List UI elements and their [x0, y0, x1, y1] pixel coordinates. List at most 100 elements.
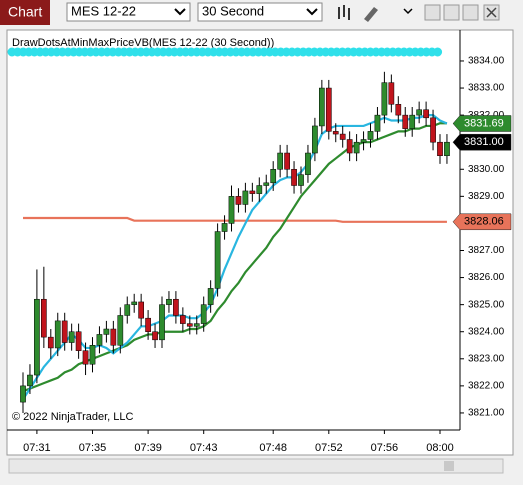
candle-body — [68, 331, 75, 343]
candle-body — [89, 345, 96, 365]
candle-body — [27, 374, 33, 387]
y-tick-label: 3829.00 — [468, 191, 505, 202]
price-marker-label: 3831.69 — [464, 117, 504, 129]
candle-body — [124, 304, 131, 316]
candle-body — [173, 298, 179, 316]
candle-body — [291, 169, 297, 186]
window-title: Chart — [8, 4, 42, 20]
candle-body — [228, 196, 235, 224]
candle-body — [430, 117, 436, 143]
y-tick-label: 3824.00 — [468, 326, 505, 337]
candle-body — [96, 334, 103, 346]
x-tick-label: 07:43 — [190, 442, 218, 454]
x-tick-label: 07:31 — [23, 442, 51, 454]
candle-body — [221, 223, 228, 232]
interval-select[interactable] — [197, 2, 323, 22]
candle-body — [242, 190, 249, 205]
candle-body — [41, 298, 47, 338]
candle-body — [34, 298, 40, 376]
copyright: © 2022 NinjaTrader, LLC — [12, 411, 133, 423]
candle-body — [325, 87, 332, 132]
scrollbar[interactable] — [8, 458, 504, 474]
bars-icon[interactable] — [338, 5, 350, 20]
x-tick-label: 07:39 — [134, 442, 162, 454]
y-tick-label: 3822.00 — [468, 381, 505, 392]
minimize-button[interactable] — [424, 4, 441, 21]
candle-body — [319, 87, 325, 127]
chart-panel — [6, 29, 514, 456]
candle-body — [416, 109, 422, 116]
candle-body — [423, 109, 429, 119]
candle-body — [409, 114, 416, 129]
x-tick-label: 07:56 — [371, 442, 399, 454]
candle-body — [374, 114, 381, 132]
close-icon — [486, 7, 497, 18]
candle-body — [214, 231, 221, 289]
price-marker — [452, 115, 512, 132]
candle-body — [54, 320, 61, 349]
candle-body — [388, 82, 395, 105]
y-tick-label: 3830.00 — [468, 164, 505, 175]
candle-body — [395, 104, 402, 116]
y-tick-label: 3827.00 — [468, 245, 505, 256]
indicator-label: DrawDotsAtMinMaxPriceVB(MES 12-22 (30 Se… — [12, 37, 274, 49]
scroll-thumb[interactable] — [444, 461, 454, 471]
candle-body — [47, 336, 54, 349]
candle-body — [235, 196, 242, 205]
candle-body — [186, 323, 193, 327]
x-tick-label: 07:35 — [79, 442, 107, 454]
candle-body — [131, 301, 138, 305]
candle-body — [159, 304, 165, 341]
candle-body — [193, 323, 200, 327]
x-tick-label: 07:52 — [315, 442, 343, 454]
candle-body — [200, 304, 207, 324]
candle-body — [353, 141, 360, 154]
y-tick-label: 3823.00 — [468, 353, 505, 364]
candle-body — [166, 298, 172, 305]
candle-body — [263, 182, 270, 186]
candle-body — [20, 385, 26, 403]
candle-body — [402, 114, 409, 129]
y-tick-label: 3826.00 — [468, 272, 505, 283]
instrument-select[interactable] — [66, 2, 191, 22]
indicator-line — [23, 216, 447, 223]
candle-body — [110, 328, 117, 346]
candle-body — [152, 331, 158, 341]
candle-body — [305, 152, 311, 175]
candle-body — [346, 139, 353, 154]
candle-body — [207, 288, 214, 305]
candle-body — [75, 331, 82, 351]
candle-body — [284, 152, 290, 170]
dropdown-arrow — [306, 8, 318, 16]
candle-body — [437, 141, 443, 156]
price-marker-label: 3831.00 — [464, 136, 504, 148]
candle-body — [298, 174, 304, 186]
price-marker — [452, 133, 512, 151]
candle-body — [339, 133, 346, 140]
more-icon[interactable] — [403, 8, 413, 15]
dropdown-arrow — [174, 8, 186, 16]
candle-body — [82, 350, 89, 365]
y-tick-label: 3832.00 — [468, 110, 505, 121]
instrument-text: MES 12-22 — [71, 3, 136, 18]
candle-body — [381, 82, 388, 116]
draw-icon[interactable] — [364, 7, 378, 22]
candle-body — [312, 125, 318, 154]
interval-text: 30 Second — [202, 3, 264, 18]
candle-body — [270, 169, 277, 184]
candle-body — [360, 139, 367, 143]
candle-body — [332, 131, 339, 135]
y-tick-label: 3834.00 — [468, 56, 505, 67]
maximize-button[interactable] — [443, 4, 460, 21]
candle-body — [249, 190, 256, 194]
x-tick-label: 07:48 — [259, 442, 287, 454]
y-tick-label: 3821.00 — [468, 408, 505, 419]
candle-body — [367, 131, 374, 140]
candle-body — [145, 317, 151, 332]
candle-body — [117, 315, 124, 346]
chart-tab[interactable] — [0, 0, 50, 25]
candle-body — [444, 141, 450, 156]
restore-button[interactable] — [462, 4, 479, 21]
